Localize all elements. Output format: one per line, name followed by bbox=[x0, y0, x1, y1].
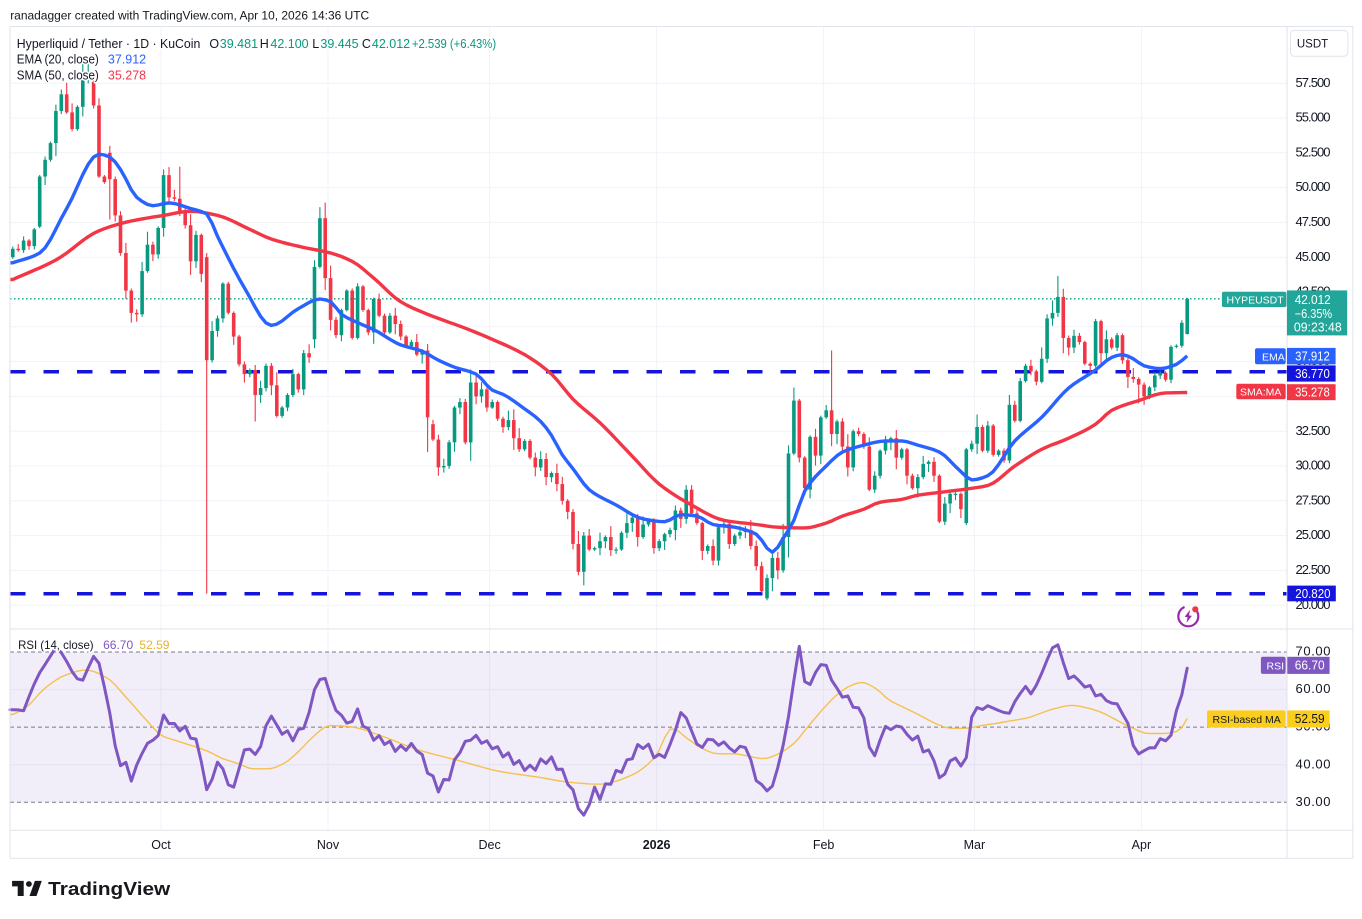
svg-text:66.70: 66.70 bbox=[1295, 659, 1325, 673]
svg-text:HYPEUSDT: HYPEUSDT bbox=[1227, 295, 1285, 307]
svg-text:H: H bbox=[260, 37, 269, 51]
svg-text:39.445: 39.445 bbox=[320, 37, 358, 51]
svg-text:09:23:48: 09:23:48 bbox=[1294, 321, 1342, 335]
svg-text:60.00: 60.00 bbox=[1296, 681, 1331, 696]
svg-text:SMA (50, close): SMA (50, close) bbox=[17, 69, 99, 83]
svg-text:Mar: Mar bbox=[964, 838, 986, 852]
svg-text:27.500: 27.500 bbox=[1296, 492, 1331, 507]
svg-text:42.012: 42.012 bbox=[1295, 293, 1331, 307]
svg-text:USDT: USDT bbox=[1297, 39, 1328, 51]
svg-text:52.59: 52.59 bbox=[1295, 712, 1325, 726]
svg-text:EMA: EMA bbox=[1262, 351, 1285, 363]
svg-text:55.000: 55.000 bbox=[1296, 110, 1331, 125]
svg-text:40.00: 40.00 bbox=[1296, 756, 1331, 771]
svg-text:EMA (20, close): EMA (20, close) bbox=[17, 53, 99, 67]
svg-text:22.500: 22.500 bbox=[1296, 562, 1331, 577]
svg-text:30.00: 30.00 bbox=[1296, 794, 1331, 809]
svg-text:Nov: Nov bbox=[317, 838, 340, 852]
svg-text:−6.35%: −6.35% bbox=[1295, 307, 1333, 321]
svg-text:RSI-based MA: RSI-based MA bbox=[1213, 714, 1281, 726]
svg-text:39.481: 39.481 bbox=[220, 37, 258, 51]
svg-text:66.70: 66.70 bbox=[103, 638, 133, 652]
svg-text:37.912: 37.912 bbox=[108, 53, 146, 67]
svg-text:RSI: RSI bbox=[1267, 661, 1285, 673]
svg-text:36.770: 36.770 bbox=[1295, 367, 1330, 381]
svg-text:Hyperliquid / Tether · 1D · Ku: Hyperliquid / Tether · 1D · KuCoin bbox=[17, 36, 201, 51]
svg-text:37.912: 37.912 bbox=[1295, 349, 1330, 363]
svg-text:Dec: Dec bbox=[478, 838, 500, 852]
svg-text:50.000: 50.000 bbox=[1296, 179, 1331, 194]
svg-text:2026: 2026 bbox=[643, 838, 671, 852]
svg-text:L: L bbox=[312, 37, 319, 51]
svg-text:52.500: 52.500 bbox=[1296, 144, 1331, 159]
svg-text:25.000: 25.000 bbox=[1296, 527, 1331, 542]
svg-text:TradingView: TradingView bbox=[48, 878, 171, 899]
svg-text:35.278: 35.278 bbox=[1295, 386, 1330, 400]
svg-text:45.000: 45.000 bbox=[1296, 249, 1331, 264]
svg-text:+2.539 (+6.43%): +2.539 (+6.43%) bbox=[412, 37, 496, 51]
svg-text:70.00: 70.00 bbox=[1296, 644, 1331, 659]
svg-text:42.012: 42.012 bbox=[372, 37, 410, 51]
svg-text:47.500: 47.500 bbox=[1296, 214, 1331, 229]
svg-text:Oct: Oct bbox=[151, 838, 171, 852]
svg-text:52.59: 52.59 bbox=[139, 638, 169, 652]
svg-text:20.820: 20.820 bbox=[1295, 587, 1330, 601]
svg-text:RSI (14, close): RSI (14, close) bbox=[18, 638, 94, 652]
svg-text:SMA:MA: SMA:MA bbox=[1240, 387, 1281, 399]
svg-text:32.500: 32.500 bbox=[1296, 423, 1331, 438]
svg-text:30.000: 30.000 bbox=[1296, 458, 1331, 473]
svg-text:Feb: Feb bbox=[813, 838, 835, 852]
svg-text:57.500: 57.500 bbox=[1296, 75, 1331, 90]
svg-text:C: C bbox=[362, 37, 371, 51]
svg-text:Apr: Apr bbox=[1132, 838, 1151, 852]
svg-text:ranadagger created with Tradin: ranadagger created with TradingView.com,… bbox=[10, 9, 369, 23]
svg-text:42.100: 42.100 bbox=[270, 37, 308, 51]
svg-text:35.278: 35.278 bbox=[108, 69, 146, 83]
svg-text:O: O bbox=[209, 37, 219, 51]
